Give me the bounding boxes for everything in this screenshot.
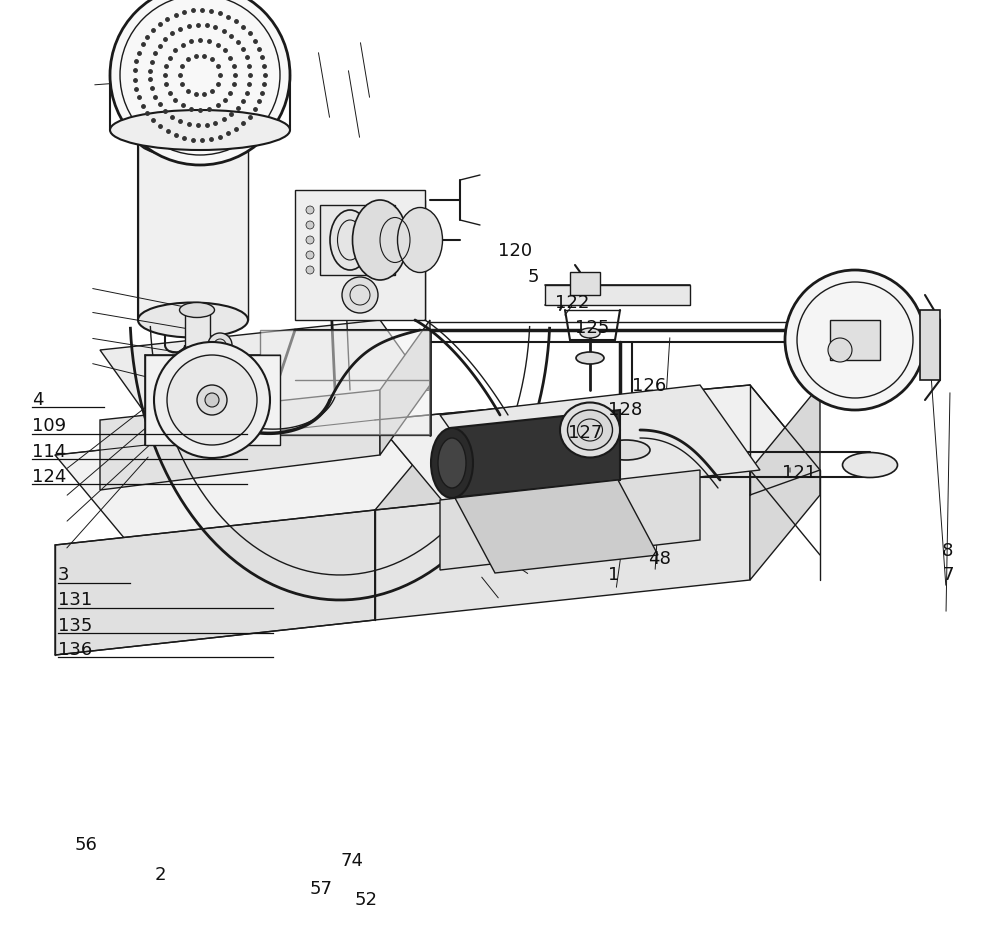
Polygon shape: [440, 470, 700, 570]
Circle shape: [208, 333, 232, 357]
Text: 131: 131: [58, 591, 92, 610]
Ellipse shape: [180, 303, 214, 317]
Text: 122: 122: [555, 293, 589, 312]
Polygon shape: [145, 355, 280, 445]
Text: 114: 114: [32, 442, 66, 461]
Circle shape: [205, 393, 219, 407]
Circle shape: [306, 206, 314, 214]
Polygon shape: [100, 390, 380, 490]
Circle shape: [785, 270, 925, 410]
Text: 121: 121: [782, 464, 816, 482]
Circle shape: [167, 355, 257, 445]
Polygon shape: [375, 385, 820, 510]
Polygon shape: [450, 410, 620, 498]
Circle shape: [342, 277, 378, 313]
Circle shape: [306, 221, 314, 229]
Ellipse shape: [431, 428, 473, 498]
Polygon shape: [295, 190, 425, 320]
Polygon shape: [830, 320, 880, 360]
Polygon shape: [320, 205, 395, 275]
Text: 120: 120: [498, 242, 532, 261]
Polygon shape: [570, 272, 600, 295]
Text: 136: 136: [58, 641, 92, 659]
Ellipse shape: [438, 438, 466, 488]
Ellipse shape: [568, 410, 612, 450]
Polygon shape: [55, 420, 450, 545]
Polygon shape: [375, 470, 750, 620]
Text: 109: 109: [32, 417, 66, 436]
Polygon shape: [380, 320, 430, 455]
Ellipse shape: [580, 328, 600, 338]
Ellipse shape: [178, 346, 216, 364]
Polygon shape: [100, 320, 430, 420]
Polygon shape: [138, 140, 248, 320]
Text: 8: 8: [942, 542, 953, 560]
Circle shape: [110, 0, 290, 165]
Text: 125: 125: [575, 318, 609, 337]
Text: 4: 4: [32, 391, 44, 410]
Polygon shape: [55, 510, 375, 655]
Ellipse shape: [110, 110, 290, 150]
Text: 1: 1: [608, 566, 619, 585]
Text: 52: 52: [355, 891, 378, 910]
Circle shape: [306, 251, 314, 259]
Text: 3: 3: [58, 566, 70, 585]
Polygon shape: [920, 310, 940, 380]
Text: 135: 135: [58, 616, 92, 635]
Text: 127: 127: [568, 424, 602, 442]
Ellipse shape: [352, 200, 408, 280]
Polygon shape: [455, 480, 658, 573]
Polygon shape: [185, 310, 210, 395]
Text: 124: 124: [32, 467, 66, 486]
Text: 126: 126: [632, 377, 666, 396]
Polygon shape: [440, 385, 760, 500]
Ellipse shape: [330, 210, 370, 270]
Ellipse shape: [138, 303, 248, 338]
Ellipse shape: [576, 352, 604, 364]
Circle shape: [154, 342, 270, 458]
Text: 56: 56: [75, 836, 98, 855]
Text: 7: 7: [942, 566, 954, 585]
Ellipse shape: [602, 440, 650, 460]
Ellipse shape: [548, 452, 602, 478]
Ellipse shape: [398, 208, 442, 273]
Polygon shape: [375, 420, 450, 620]
Polygon shape: [750, 385, 820, 580]
Ellipse shape: [138, 123, 248, 157]
Text: 2: 2: [155, 866, 166, 884]
Polygon shape: [545, 285, 690, 305]
Ellipse shape: [181, 373, 213, 387]
Ellipse shape: [560, 402, 620, 457]
Text: 74: 74: [340, 852, 363, 870]
Circle shape: [828, 338, 852, 362]
Circle shape: [306, 266, 314, 274]
Text: 57: 57: [310, 880, 333, 898]
Text: 48: 48: [648, 549, 671, 568]
Circle shape: [306, 236, 314, 244]
Polygon shape: [260, 330, 430, 435]
Ellipse shape: [842, 452, 898, 478]
Text: 5: 5: [528, 268, 540, 287]
Text: 128: 128: [608, 400, 642, 419]
Circle shape: [197, 385, 227, 415]
